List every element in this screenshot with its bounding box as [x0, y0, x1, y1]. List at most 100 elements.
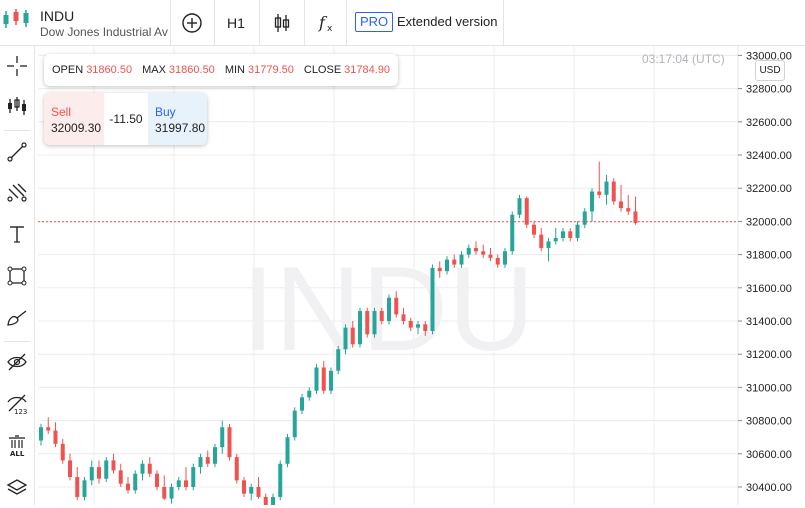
- svg-text:123: 123: [14, 408, 27, 415]
- candle-body: [111, 460, 116, 471]
- candle-body: [561, 231, 565, 238]
- text-tool[interactable]: [0, 214, 34, 254]
- candle-body: [336, 349, 341, 371]
- currency-button[interactable]: USD: [755, 60, 785, 81]
- candle-body: [271, 496, 275, 505]
- candle-body: [626, 208, 631, 212]
- candle-body: [546, 241, 551, 248]
- candle-body: [466, 247, 471, 255]
- trend-line-icon: [7, 142, 27, 162]
- candle-body: [597, 191, 602, 195]
- top-toolbar: INDU Dow Jones Industrial Average H1 fx …: [0, 0, 805, 46]
- candle-body: [619, 201, 623, 209]
- hide-drawings-icon: [7, 353, 27, 371]
- candle-body: [205, 457, 210, 464]
- toolbar-divider: [503, 0, 504, 45]
- candle-body: [568, 231, 573, 238]
- ohlc-legend: OPEN 31860.50 MAX 31860.50 MIN 31779.50 CLOSE 3…: [44, 54, 399, 86]
- candle-body: [162, 487, 167, 499]
- sell-price: 32009.30: [51, 121, 102, 135]
- candle-body: [39, 427, 43, 441]
- candle-body: [155, 473, 159, 487]
- candle-body: [582, 211, 587, 225]
- chart-type-button[interactable]: [262, 0, 302, 45]
- candle-body: [292, 410, 297, 438]
- candle-body: [176, 480, 181, 487]
- candle-body: [104, 460, 109, 479]
- toolbar-divider: [346, 0, 347, 45]
- toolbar-divider: [4, 130, 30, 131]
- candle-body: [481, 251, 486, 255]
- toolbar-divider: [259, 0, 260, 45]
- fibonacci-tool[interactable]: [0, 172, 34, 212]
- candle-body: [510, 214, 515, 252]
- ohlc-label: CLOSE: [303, 64, 342, 76]
- y-tick-label: 32600.00: [746, 117, 792, 129]
- ohlc-value: 31784.90: [344, 64, 391, 76]
- buy-price: 31997.80: [155, 121, 206, 135]
- utc-clock: 03:17:04 (UTC): [642, 52, 725, 66]
- candle-body: [416, 324, 420, 328]
- y-tick-label: 32000.00: [746, 216, 792, 228]
- y-tick-label: 30400.00: [746, 482, 792, 494]
- candle-body: [358, 311, 362, 345]
- sell-button[interactable]: Sell 32009.30: [44, 93, 104, 145]
- toolbar-divider: [214, 0, 215, 45]
- y-tick-label: 31800.00: [746, 250, 792, 262]
- rectangle-tool[interactable]: [0, 256, 34, 296]
- buy-button[interactable]: Buy 31997.80: [148, 93, 207, 145]
- pro-badge[interactable]: PRO: [355, 12, 394, 32]
- candle-body: [387, 297, 391, 321]
- compare-plus-button[interactable]: [172, 0, 212, 45]
- symbol-ticker[interactable]: INDU: [40, 8, 75, 24]
- candle-body: [263, 496, 268, 505]
- candle-body: [459, 254, 464, 265]
- layers-icon: [6, 479, 28, 495]
- interval-button[interactable]: H1: [227, 14, 245, 31]
- candle-body: [401, 314, 406, 321]
- candle-body: [575, 224, 580, 238]
- candle-body: [147, 463, 152, 474]
- candle-body: [539, 234, 544, 248]
- ohlc-value: 31860.50: [168, 64, 215, 76]
- toolbar-divider: [4, 341, 30, 342]
- candle-body: [133, 473, 138, 491]
- extended-version-link[interactable]: Extended version: [397, 14, 498, 29]
- toolbar-divider: [304, 0, 305, 45]
- candle-body: [278, 463, 283, 497]
- hide-drawings-tool[interactable]: [0, 342, 34, 382]
- svg-text:f: f: [318, 13, 328, 32]
- chart-type-icon: [8, 97, 26, 115]
- candles-type-icon: [274, 13, 290, 32]
- brush-tool-icon: [7, 310, 27, 326]
- sell-label: Sell: [51, 105, 72, 119]
- brush-tool[interactable]: [0, 298, 34, 338]
- candle-body: [394, 297, 399, 315]
- y-tick-label: 32800.00: [746, 84, 792, 96]
- candle-body: [184, 480, 188, 487]
- svg-text:x: x: [327, 24, 333, 33]
- y-tick-label: 32200.00: [746, 183, 792, 195]
- candle-body: [423, 324, 428, 331]
- candle-body: [365, 311, 370, 335]
- candle-body: [329, 370, 333, 391]
- ohlc-value: 31779.50: [247, 64, 294, 76]
- trend-line-tool[interactable]: [0, 132, 34, 172]
- candle-body: [314, 367, 319, 391]
- text-tool-icon: [10, 226, 24, 243]
- hide-indicators-tool[interactable]: 123: [0, 384, 34, 424]
- chart-style-tool[interactable]: [0, 86, 34, 126]
- crosshair-tool[interactable]: [0, 46, 34, 86]
- candle-body: [198, 457, 203, 468]
- candle-body: [553, 238, 558, 242]
- candle-body: [82, 480, 87, 497]
- y-tick-label: 31000.00: [746, 382, 792, 394]
- candle-body: [604, 181, 609, 195]
- delete-all-tool[interactable]: ALL: [0, 426, 34, 466]
- candle-body: [89, 467, 94, 481]
- price-axis[interactable]: 33000.00 32800.00 32600.00 32400.00 32200.00…: [738, 50, 792, 494]
- layers-tool[interactable]: [0, 468, 34, 508]
